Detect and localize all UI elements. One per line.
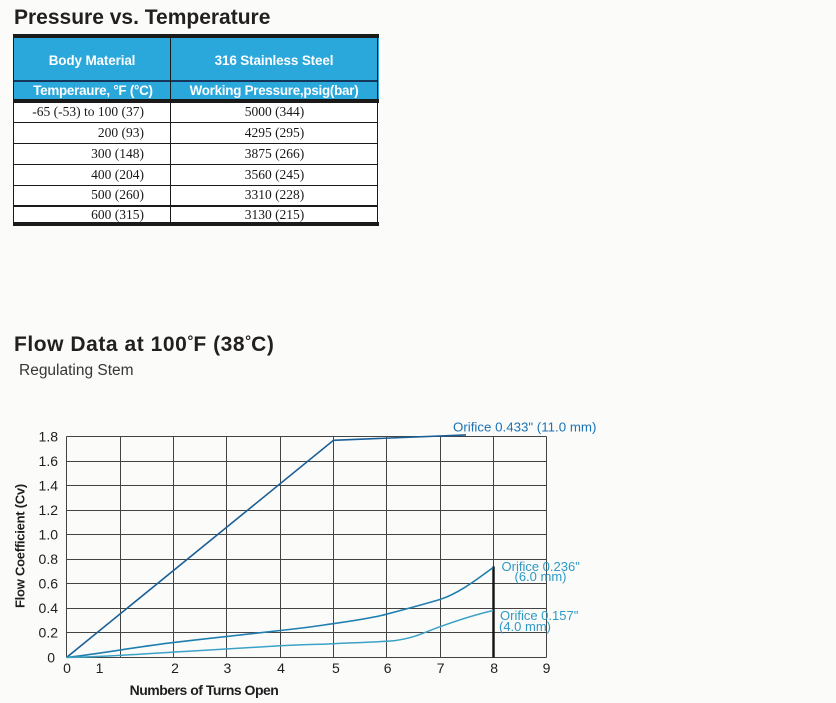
- svg-text:1.4: 1.4: [39, 477, 59, 493]
- svg-text:9: 9: [543, 660, 551, 676]
- svg-text:7: 7: [437, 660, 445, 676]
- svg-text:8: 8: [490, 660, 498, 676]
- svg-text:1.8: 1.8: [39, 428, 59, 444]
- svg-text:Flow Coefficient (Cv): Flow Coefficient (Cv): [13, 484, 28, 608]
- svg-text:0: 0: [47, 649, 55, 665]
- svg-text:0: 0: [63, 660, 71, 676]
- svg-text:0.4: 0.4: [39, 600, 59, 616]
- svg-text:1.2: 1.2: [39, 502, 59, 518]
- svg-text:3: 3: [224, 660, 232, 676]
- svg-text:1.6: 1.6: [39, 453, 59, 469]
- svg-text:(4.0 mm): (4.0 mm): [499, 619, 551, 634]
- svg-text:Orifice 0.157": Orifice 0.157": [500, 608, 579, 623]
- svg-text:1.0: 1.0: [39, 527, 59, 543]
- svg-text:2: 2: [171, 660, 179, 676]
- svg-text:6: 6: [384, 660, 392, 676]
- svg-text:0.6: 0.6: [39, 576, 59, 592]
- svg-text:Orifice 0.433" (11.0 mm): Orifice 0.433" (11.0 mm): [453, 420, 596, 435]
- svg-text:0.8: 0.8: [39, 551, 59, 567]
- svg-text:Numbers of Turns Open: Numbers of Turns Open: [130, 682, 279, 698]
- svg-text:4: 4: [277, 660, 285, 676]
- svg-text:(6.0 mm): (6.0 mm): [515, 569, 567, 584]
- svg-text:Orifice 0.236": Orifice 0.236": [502, 559, 581, 574]
- svg-text:0.2: 0.2: [39, 625, 59, 641]
- svg-text:5: 5: [332, 660, 340, 676]
- svg-text:1: 1: [96, 660, 104, 676]
